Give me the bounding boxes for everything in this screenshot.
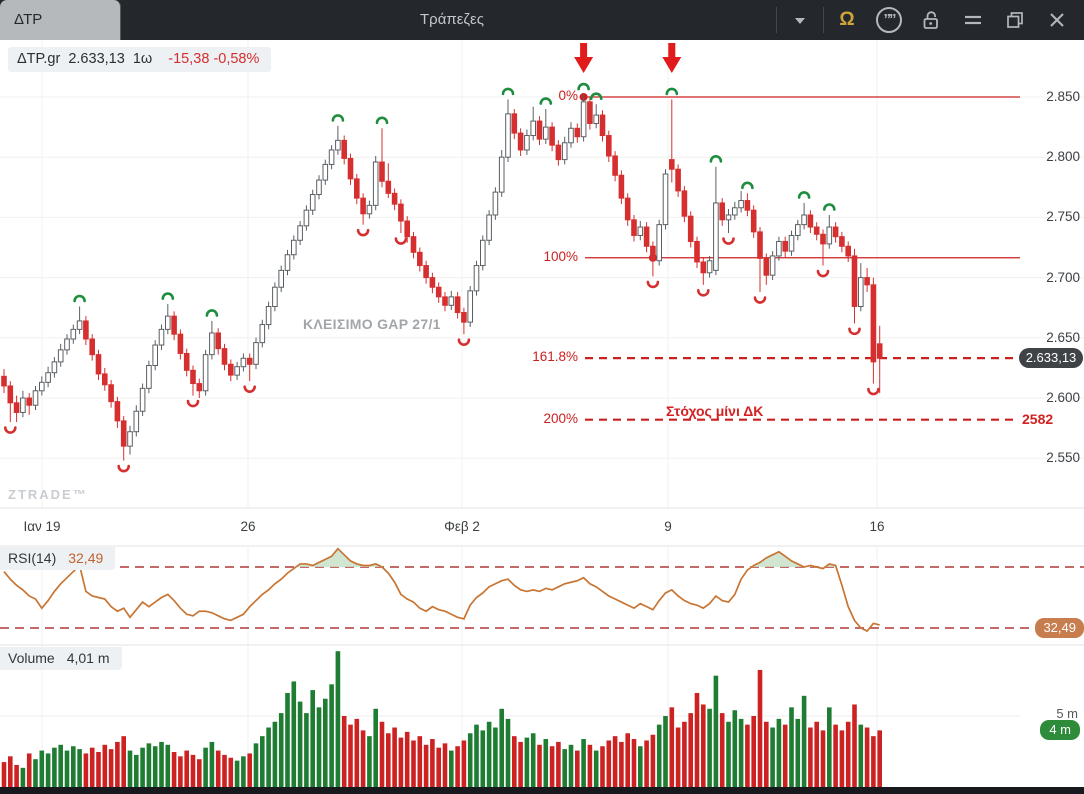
fractal-up-icon [161, 292, 175, 300]
fractal-down-icon [186, 399, 200, 408]
fractal-down-icon [356, 228, 370, 237]
close-icon[interactable] [1036, 0, 1078, 40]
separator [823, 7, 824, 33]
menu-icon[interactable] [952, 0, 994, 40]
quotes-icon[interactable]: ”” [868, 0, 910, 40]
bottom-bar [0, 787, 1084, 794]
fractal-down-icon [457, 338, 471, 346]
fractal-up-icon [331, 114, 345, 122]
fractal-down-icon [4, 426, 17, 434]
fractal-up-icon [589, 92, 603, 101]
fractal-up-icon [665, 87, 679, 96]
fractal-down-icon [816, 269, 830, 278]
gridlines [0, 40, 1084, 787]
fractal-down-icon [117, 464, 130, 473]
fractal-up-icon [73, 294, 86, 303]
lock-open-icon[interactable] [910, 0, 952, 40]
fractal-down-icon [848, 327, 861, 336]
fractal-up-icon [741, 181, 754, 190]
dropdown-chevron-icon[interactable] [779, 0, 821, 40]
fractal-down-icon [243, 385, 256, 393]
fib-lines[interactable] [579, 93, 1020, 421]
fractal-down-icon [394, 237, 408, 245]
restore-window-icon[interactable] [994, 0, 1036, 40]
down-arrow-icon [574, 43, 594, 73]
fractal-down-icon [867, 387, 880, 396]
fractal-up-icon [709, 155, 723, 163]
fractal-up-icon [797, 191, 811, 199]
price-chart-canvas[interactable] [0, 40, 1084, 794]
symbol-tab[interactable]: ΔΤΡ [0, 0, 121, 40]
fractal-up-icon [375, 116, 389, 125]
fractal-down-icon [722, 237, 735, 245]
fractal-up-icon [539, 97, 553, 105]
fractal-up-icon [501, 87, 515, 96]
fractal-up-icon [577, 82, 590, 91]
down-arrow-icon [662, 43, 682, 73]
omega-icon[interactable]: Ω [839, 9, 855, 30]
rsi-line [3, 547, 880, 633]
symbol-tab-label: ΔΤΡ [14, 11, 43, 28]
volume-bars [1, 651, 882, 788]
separator [776, 7, 777, 33]
fractal-down-icon [753, 296, 767, 304]
titlebar-icons: Ω ”” [774, 0, 1078, 40]
chart-area [0, 40, 1084, 794]
titlebar: ΔΤΡ Τράπεζες Ω ”” [0, 0, 1084, 40]
rsi-panel [0, 547, 1084, 633]
fractal-down-icon [646, 280, 660, 289]
window-title: Τράπεζες [420, 11, 484, 28]
fractal-up-icon [823, 203, 836, 211]
fractal-markers [4, 82, 880, 473]
candles[interactable] [1, 94, 883, 461]
fractal-down-icon [697, 289, 710, 297]
trend-arrows [574, 43, 682, 73]
fractal-up-icon [205, 309, 219, 317]
